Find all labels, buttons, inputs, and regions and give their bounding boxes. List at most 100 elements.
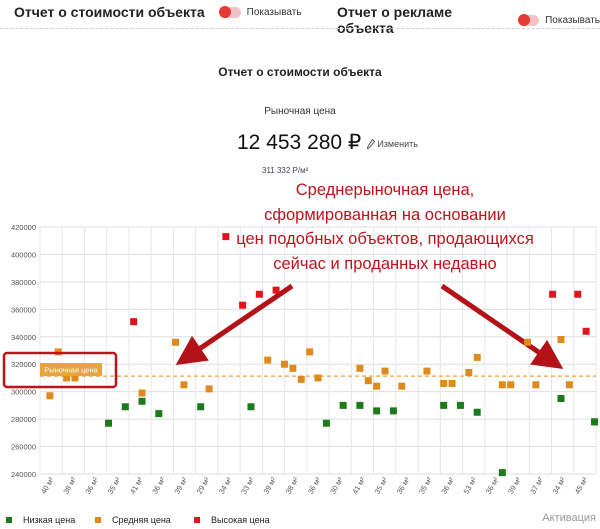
y-tick-label: 420000: [11, 223, 36, 232]
data-point: [557, 336, 565, 344]
data-point: [264, 356, 272, 364]
legend-item-high: Высокая цена: [194, 515, 270, 525]
show-toggle[interactable]: [218, 5, 241, 18]
data-point: [280, 360, 288, 368]
data-point: [306, 348, 314, 356]
toggle-knob: [218, 5, 231, 18]
price-scatter-chart: 240000 260000 280000 300000 320000 340000 3600…: [2, 223, 598, 496]
toggle-label: Показывать: [545, 14, 600, 26]
annotation-arrows: [175, 283, 564, 370]
x-tick-label: 33 м²: [239, 475, 256, 496]
data-point: [239, 301, 247, 309]
top-bar: Отчет о стоимости объекта Показывать Отч…: [0, 0, 600, 36]
data-point: [322, 419, 330, 427]
y-tick-label: 300000: [11, 388, 36, 397]
market-price-label: Рыночная цена: [264, 106, 336, 117]
callout-badge: [40, 363, 102, 376]
data-point: [373, 407, 381, 415]
data-point: [46, 392, 54, 400]
data-point: [356, 364, 364, 372]
data-point: [255, 290, 263, 298]
edit-price-button[interactable]: Изменить: [367, 139, 418, 149]
data-point: [138, 389, 146, 397]
data-point: [222, 233, 230, 241]
x-tick-label: 35 м²: [417, 475, 434, 496]
x-tick-label: 40 м²: [39, 475, 56, 496]
data-point: [440, 379, 448, 387]
legend-label: Высокая цена: [211, 515, 270, 525]
x-tick-label: 41 м²: [128, 475, 145, 496]
edit-label: Изменить: [377, 139, 418, 149]
callout-frame: [2, 351, 118, 389]
data-point: [498, 381, 506, 389]
data-point: [71, 374, 79, 382]
arrow-right: [440, 283, 564, 370]
data-point: [289, 364, 297, 372]
annotation-text: Среднерыночная цена, сформированная на о…: [200, 178, 570, 276]
x-tick-label: 45 м²: [573, 475, 590, 496]
annotation-line: сейчас и проданных недавно: [273, 254, 497, 273]
pencil-icon: [367, 139, 376, 149]
legend-item-low: Низкая цена: [6, 515, 75, 525]
data-point: [582, 327, 590, 335]
data-point: [473, 408, 481, 416]
y-tick-label: 320000: [11, 360, 36, 369]
x-tick-label: 37 м²: [528, 475, 545, 496]
data-point: [389, 407, 397, 415]
data-point: [448, 379, 456, 387]
legend-item-mid: Средняя цена: [95, 515, 171, 525]
data-points: [46, 233, 598, 477]
activation-watermark: Активация: [542, 512, 596, 524]
x-tick-label: 36 м²: [439, 475, 456, 496]
section-ad-report: Отчет о рекламе объекта Показывать: [337, 4, 600, 36]
data-point: [523, 338, 531, 346]
data-point: [339, 401, 347, 409]
y-tick-label: 340000: [11, 333, 36, 342]
market-price-callout: Рыночная цена: [2, 351, 118, 389]
show-toggle[interactable]: [518, 13, 540, 26]
data-point: [591, 418, 598, 426]
data-point: [398, 382, 406, 390]
annotation-line: цен подобных объектов, продающихся: [236, 230, 534, 248]
data-point: [130, 318, 138, 326]
x-tick-label: 34 м²: [217, 475, 234, 496]
data-point: [423, 367, 431, 375]
data-point: [507, 381, 515, 389]
data-point: [373, 382, 381, 390]
x-tick-label: 35 м²: [106, 475, 123, 496]
legend-swatch: [95, 517, 101, 523]
data-point: [557, 395, 565, 403]
data-point: [121, 403, 129, 411]
data-point: [155, 410, 163, 418]
data-point: [247, 403, 255, 411]
data-point: [105, 419, 113, 427]
x-tick-label: 39 м²: [506, 475, 523, 496]
toggle-knob: [518, 13, 531, 26]
annotation-line: сформированная на основании: [264, 205, 506, 224]
callout-label: Рыночная цена: [44, 366, 98, 375]
x-tick-label: 36 м²: [395, 475, 412, 496]
y-tick-label: 380000: [11, 278, 36, 287]
x-tick-label: 41 м²: [350, 475, 367, 496]
report-title: Отчет о стоимости объекта: [218, 65, 382, 79]
data-point: [63, 374, 71, 382]
x-axis: 40 м² 38 м² 36 м² 35 м² 41 м² 36 м² 39 м² 29 м²…: [39, 475, 590, 496]
data-point: [381, 367, 389, 375]
data-point: [172, 338, 180, 346]
x-tick-label: 38 м²: [284, 475, 301, 496]
x-tick-label: 39 м²: [261, 475, 278, 496]
data-point: [473, 353, 481, 361]
data-point: [364, 377, 372, 385]
y-tick-label: 400000: [11, 250, 36, 259]
x-tick-label: 39 м²: [172, 475, 189, 496]
data-point: [465, 368, 473, 376]
data-point: [205, 385, 213, 393]
price-per-m2: 311 332 Р/м²: [262, 166, 309, 175]
arrow-left: [175, 283, 294, 366]
x-tick-label: 53 м²: [462, 475, 479, 496]
y-tick-label: 260000: [11, 443, 36, 452]
x-tick-label: 35 м²: [373, 475, 390, 496]
divider: [0, 28, 600, 29]
x-tick-label: 36 м²: [150, 475, 167, 496]
x-tick-label: 38 м²: [61, 475, 78, 496]
